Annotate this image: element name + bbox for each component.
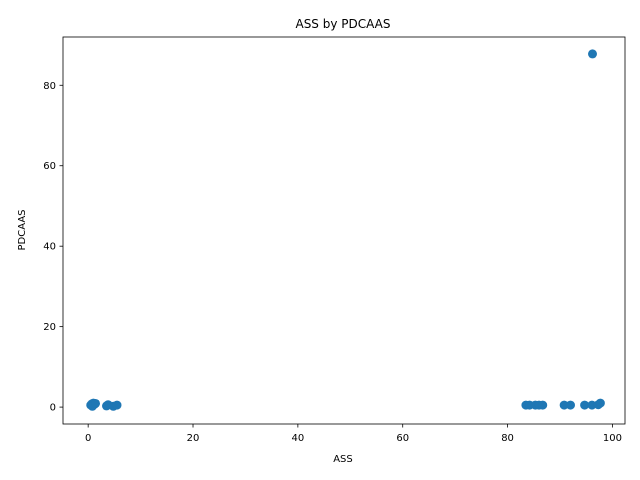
y-axis-ticks: 0 20 40 60 80: [43, 81, 63, 414]
scatter-point: [112, 400, 122, 410]
y-tick-label: 80: [43, 81, 56, 92]
x-tick-label: 60: [396, 433, 409, 444]
scatter-point: [538, 400, 548, 410]
scatter-points: [86, 49, 605, 411]
x-tick-label: 20: [187, 433, 200, 444]
scatter-point: [559, 400, 569, 410]
x-tick-label: 100: [603, 433, 622, 444]
scatter-point: [580, 400, 590, 410]
y-tick-label: 60: [43, 161, 56, 172]
y-tick-label: 0: [50, 403, 56, 414]
x-tick-label: 80: [501, 433, 514, 444]
y-tick-label: 20: [43, 322, 56, 333]
scatter-point: [587, 49, 597, 59]
x-axis-ticks: 0 20 40 60 80 100: [85, 424, 622, 444]
scatter-point: [565, 400, 575, 410]
y-axis-label: PDCAAS: [17, 209, 28, 250]
x-tick-label: 40: [291, 433, 304, 444]
scatter-point: [595, 398, 605, 408]
chart-title: ASS by PDCAAS: [295, 17, 390, 31]
scatter-point: [91, 398, 101, 408]
plot-frame: [62, 36, 626, 425]
x-tick-label: 0: [85, 433, 91, 444]
y-tick-label: 40: [43, 242, 56, 253]
x-axis-label: ASS: [333, 454, 353, 465]
